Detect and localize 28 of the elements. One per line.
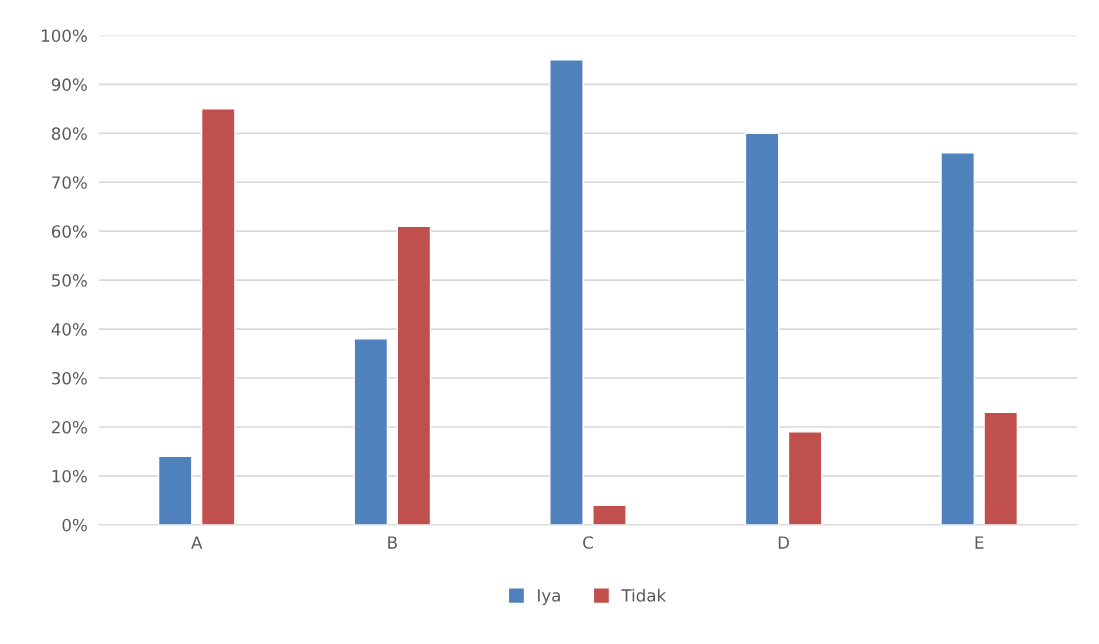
legend-label: Tidak (621, 588, 667, 602)
y-tick-label: 60% (51, 225, 87, 238)
y-tick-label: 70% (52, 176, 87, 189)
x-tick-label: B (388, 536, 397, 549)
bar (396, 225, 432, 525)
x-tick-label: E (975, 536, 984, 549)
bar (787, 431, 823, 525)
bar (940, 152, 976, 525)
x-tick-label: C (583, 536, 593, 549)
bar (157, 455, 193, 525)
y-tick-label: 50% (52, 274, 87, 287)
y-tick-label: 100% (41, 29, 87, 42)
y-tick-label: 40% (51, 323, 87, 336)
y-tick-label: 20% (51, 420, 87, 434)
bar (353, 338, 389, 525)
bar (200, 108, 236, 525)
bar (592, 504, 627, 525)
legend-label: Iya (538, 589, 560, 605)
bar (744, 132, 780, 525)
bar (549, 59, 584, 525)
y-tick-label: 0% (62, 518, 87, 532)
x-tick-label: D (778, 536, 790, 549)
y-tick-label: 30% (52, 371, 87, 385)
y-tick-label: 10% (52, 469, 87, 483)
y-tick-label: 90% (51, 78, 87, 91)
y-tick-label: 80% (51, 127, 87, 140)
x-tick-label: A (191, 536, 203, 549)
bar (983, 411, 1019, 525)
